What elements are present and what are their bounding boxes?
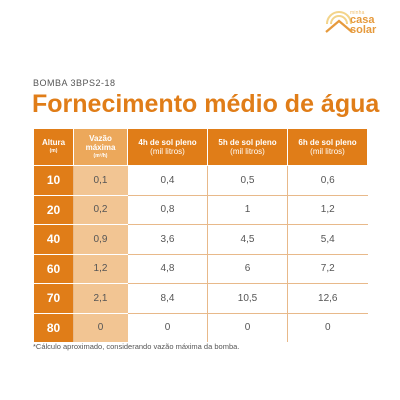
header-4h-label: 4h de sol pleno <box>138 138 197 147</box>
logo-subtext: minha <box>350 10 365 16</box>
cell-vazao: 0,2 <box>73 194 128 225</box>
water-supply-table: Altura (m) Vazão máxima (m³/h) 4h de sol… <box>33 128 368 342</box>
table-row: 40 0,9 3,6 4,5 5,4 <box>33 224 368 255</box>
cell-vazao: 0,1 <box>73 165 128 196</box>
cell-4h: 4,8 <box>127 253 208 284</box>
brand-logo: minha casa solar <box>324 6 388 40</box>
header-5h-label: 5h de sol pleno <box>218 138 277 147</box>
header-vazao-unit: (m³/h) <box>93 152 108 159</box>
cell-vazao: 1,2 <box>73 253 128 284</box>
table-header-row: Altura (m) Vazão máxima (m³/h) 4h de sol… <box>33 128 368 166</box>
cell-altura: 20 <box>33 194 74 225</box>
cell-6h: 5,4 <box>287 224 368 255</box>
cell-altura: 10 <box>33 165 74 196</box>
sun-house-icon <box>325 11 353 33</box>
cell-vazao: 0,9 <box>73 224 128 255</box>
cell-5h: 4,5 <box>207 224 288 255</box>
cell-altura: 40 <box>33 224 74 255</box>
page-title: Fornecimento médio de água <box>32 90 380 118</box>
table-row: 20 0,2 0,8 1 1,2 <box>33 194 368 225</box>
header-5h: 5h de sol pleno (mil litros) <box>207 128 288 166</box>
header-altura-label: Altura <box>41 138 66 147</box>
cell-altura: 60 <box>33 253 74 284</box>
table-row: 80 0 0 0 0 <box>33 312 368 342</box>
cell-6h: 1,2 <box>287 194 368 225</box>
header-vazao: Vazão máxima (m³/h) <box>73 128 128 166</box>
table-row: 10 0,1 0,4 0,5 0,6 <box>33 165 368 196</box>
cell-4h: 0,4 <box>127 165 208 196</box>
header-4h: 4h de sol pleno (mil litros) <box>127 128 208 166</box>
table-row: 70 2,1 8,4 10,5 12,6 <box>33 283 368 314</box>
cell-altura: 70 <box>33 283 74 314</box>
cell-4h: 8,4 <box>127 283 208 314</box>
cell-5h: 6 <box>207 253 288 284</box>
cell-vazao: 0 <box>73 312 128 342</box>
logo-word-casa: casa <box>350 14 375 26</box>
header-altura-unit: (m) <box>49 148 58 154</box>
header-altura: Altura (m) <box>33 128 74 166</box>
cell-6h: 0,6 <box>287 165 368 196</box>
logo-word-solar: solar <box>350 24 377 36</box>
header-vazao-label: Vazão máxima <box>85 133 116 152</box>
header-5h-unit: (mil litros) <box>230 147 265 156</box>
header-4h-unit: (mil litros) <box>150 147 185 156</box>
cell-4h: 0 <box>127 312 208 342</box>
cell-5h: 1 <box>207 194 288 225</box>
cell-5h: 0,5 <box>207 165 288 196</box>
cell-4h: 0,8 <box>127 194 208 225</box>
pump-model-label: BOMBA 3BPS2-18 <box>33 78 116 88</box>
footnote: *Cálculo aproximado, considerando vazão … <box>33 342 240 351</box>
table-row: 60 1,2 4,8 6 7,2 <box>33 253 368 284</box>
cell-5h: 0 <box>207 312 288 342</box>
cell-6h: 12,6 <box>287 283 368 314</box>
cell-5h: 10,5 <box>207 283 288 314</box>
header-6h-label: 6h de sol pleno <box>298 138 357 147</box>
cell-6h: 7,2 <box>287 253 368 284</box>
header-6h-unit: (mil litros) <box>310 147 345 156</box>
cell-vazao: 2,1 <box>73 283 128 314</box>
header-6h: 6h de sol pleno (mil litros) <box>287 128 368 166</box>
cell-6h: 0 <box>287 312 368 342</box>
cell-altura: 80 <box>33 312 74 342</box>
cell-4h: 3,6 <box>127 224 208 255</box>
